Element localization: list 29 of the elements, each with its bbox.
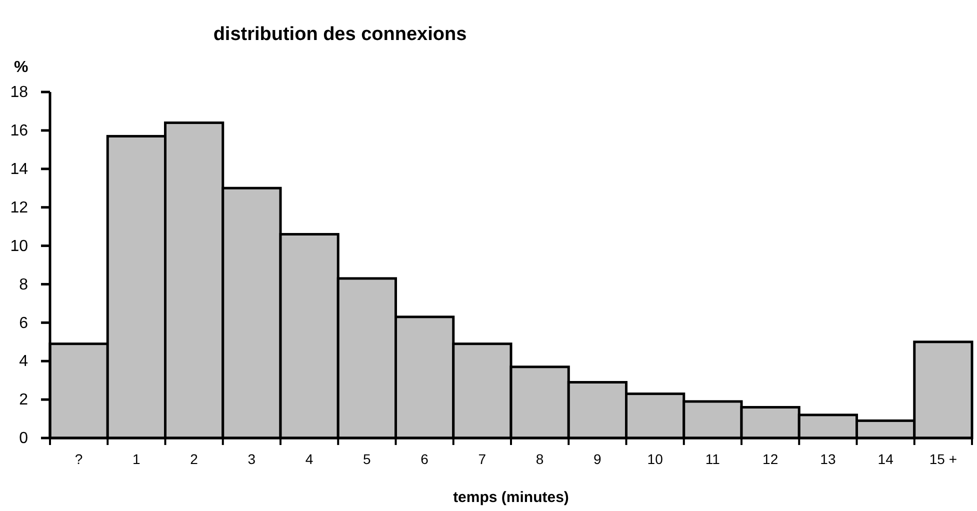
y-tick-label: 8 [19,276,28,294]
x-tick-label: 1 [132,450,141,467]
y-tick-label: 12 [10,199,28,216]
x-tick-label: 11 [705,450,720,467]
x-tick-label: 8 [536,450,544,467]
y-tick-label: 0 [19,430,28,448]
x-tick-label: 10 [647,450,664,467]
y-tick-label: 16 [10,122,28,140]
y-tick-label: 6 [19,314,28,332]
y-tick-label: 2 [19,392,28,409]
x-tick-label: 15 + [929,450,958,467]
x-tick-label: 12 [762,450,778,467]
x-tick-label: 5 [363,450,372,467]
x-tick-label: ? [74,450,83,467]
chart-title: distribution des connexions [213,24,467,45]
y-axis-title: % [14,59,28,76]
y-tick-label: 4 [19,353,28,370]
y-tick-label: 18 [10,84,28,102]
y-tick-label: 10 [10,238,28,255]
x-tick-label: 2 [190,450,198,467]
x-axis-title: temps (minutes) [453,489,569,506]
y-tick-label: 14 [10,161,28,178]
x-tick-label: 3 [248,450,256,467]
x-tick-label: 4 [305,450,314,467]
x-tick-label: 6 [420,450,429,467]
x-tick-label: 9 [594,450,602,467]
x-tick-label: 13 [820,450,836,467]
x-tick-label: 7 [478,450,486,467]
x-tick-label: 14 [878,450,894,467]
